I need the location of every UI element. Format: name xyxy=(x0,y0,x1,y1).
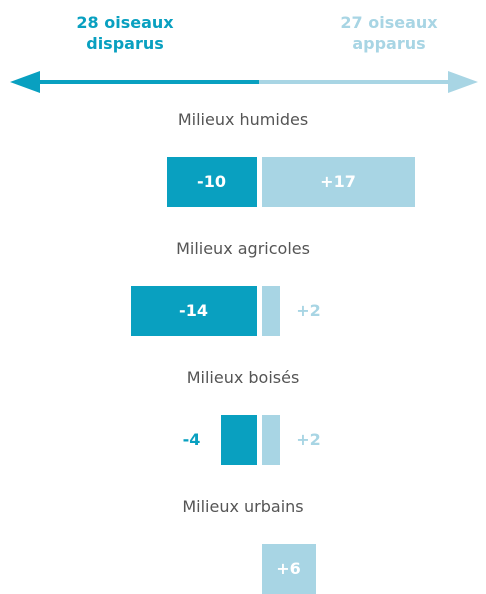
legend-right: 27 oiseaux apparus xyxy=(340,13,438,53)
value-label: -14 xyxy=(179,301,208,320)
value-label: +2 xyxy=(296,430,321,449)
bar xyxy=(166,157,257,207)
value-label: +6 xyxy=(276,559,301,578)
arrow-head-right xyxy=(448,71,478,93)
value-label: -10 xyxy=(197,172,226,191)
bar xyxy=(130,286,257,336)
bar xyxy=(261,286,280,336)
bar xyxy=(261,157,415,207)
category-label: Milieux humides xyxy=(177,110,309,129)
bar xyxy=(261,415,280,465)
value-label: +17 xyxy=(320,172,356,191)
bar xyxy=(261,544,316,594)
arrow-head-left xyxy=(10,71,40,93)
category-label: Milieux boisés xyxy=(186,368,300,387)
legend-left: 28 oiseaux disparus xyxy=(76,13,174,53)
value-label: -4 xyxy=(182,430,201,449)
bar xyxy=(220,415,257,465)
category-label: Milieux urbains xyxy=(182,497,304,516)
value-label: +2 xyxy=(296,301,321,320)
category-label: Milieux agricoles xyxy=(176,239,310,258)
arrow xyxy=(10,71,478,93)
